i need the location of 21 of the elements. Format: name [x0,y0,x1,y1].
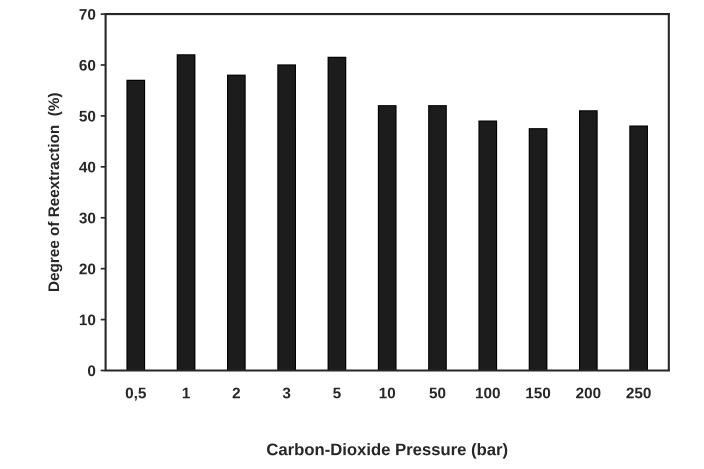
x-tick-label: 2 [232,388,240,398]
y-tick-label: 50 [79,110,96,122]
y-tick-label: 70 [80,8,96,20]
x-tick-label: 100 [476,388,500,398]
x-axis-title: Carbon-Dioxide Pressure (bar) [267,443,508,459]
x-tick-label: 10 [380,388,396,398]
y-tick-label: 0 [88,365,96,376]
y-tick-label: 60 [79,60,96,71]
x-tick-label: 1 [182,388,190,398]
x-tick-label: 250 [626,388,651,398]
y-axis-title: Degree of Reextraction (%) [48,93,62,292]
y-tick-label: 20 [79,264,96,274]
y-tick-label: 40 [79,162,96,173]
x-tick-label: 5 [333,388,341,398]
x-tick-label: 200 [576,388,600,398]
y-tick-label: 10 [80,314,96,326]
y-tick-label: 30 [79,212,96,224]
x-tick-label: 3 [282,388,290,398]
x-tick-label: 50 [429,388,446,398]
x-tick-label: 0,5 [126,388,146,401]
x-tick-label: 150 [526,388,550,398]
